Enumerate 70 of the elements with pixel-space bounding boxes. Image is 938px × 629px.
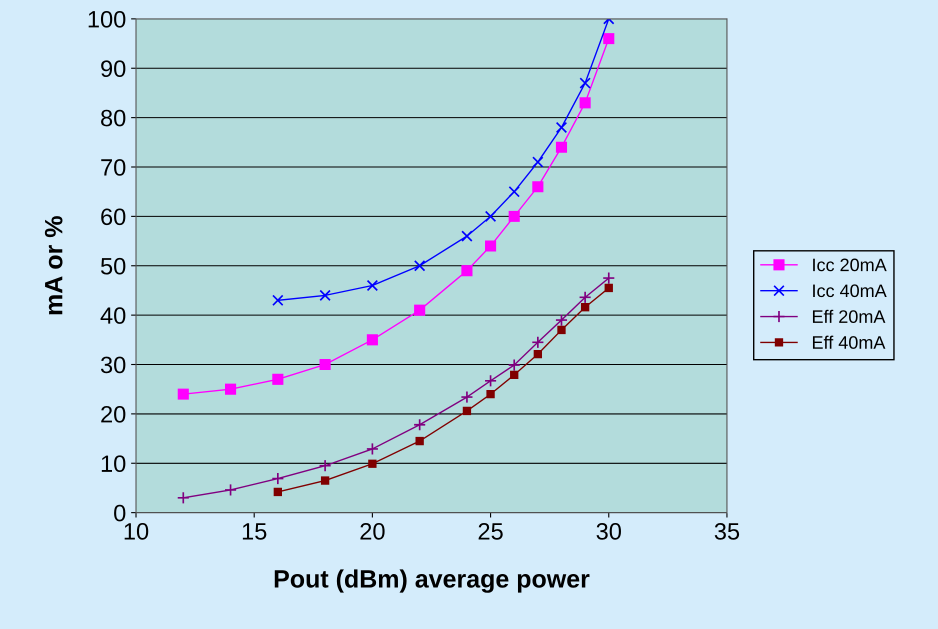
point [274,488,282,496]
y-tick-label: 10 [102,455,126,472]
point [510,370,518,380]
y-tick-label: 0 [114,504,126,522]
point [580,303,590,312]
point [461,230,473,242]
point [579,77,591,89]
legend-label: Icc 20mA [813,258,887,272]
point [532,181,544,192]
point [272,374,284,385]
point [484,210,496,222]
point [555,314,568,326]
x-tick-label: 10 [124,522,148,540]
point [462,406,472,416]
point [531,336,544,349]
y-axis-title: mA or % [44,216,63,314]
point [603,33,614,44]
point [414,304,426,316]
y-tick-label: 40 [100,307,126,324]
point [578,290,592,304]
x-tick-label: 30 [596,522,621,540]
point [318,459,332,472]
y-tick-label: 20 [101,406,126,423]
point [178,388,189,400]
point [366,280,378,292]
x-tick-label: 15 [242,523,266,540]
point [224,484,237,496]
point [319,290,331,302]
point [272,294,284,306]
point [366,442,379,456]
point [320,476,330,485]
point [580,97,591,108]
legend-label: Eff 20mA [812,310,886,324]
point [556,142,568,153]
point [225,384,236,395]
point [602,272,616,284]
point [534,350,542,358]
legend-label: Eff 40mA [812,336,886,349]
point [460,390,474,404]
y-tick-label: 30 [100,356,126,374]
x-axis-title: Pout (dBm) average power [274,569,590,593]
point [557,326,566,334]
y-tick-label: 70 [101,159,126,176]
point [484,374,497,388]
point [508,358,521,372]
point [414,260,426,272]
point [486,390,495,398]
point [366,334,378,346]
point [413,418,426,432]
y-tick-label: 90 [101,60,126,78]
point [532,156,544,168]
x-tick-label: 20 [360,522,385,540]
y-tick-label: 80 [101,110,126,126]
x-tick-label: 25 [478,522,503,540]
point [556,122,568,134]
point [368,460,377,468]
y-tick-label: 60 [101,208,126,226]
point [271,472,284,485]
point [485,240,496,252]
x-tick-label: 35 [714,522,740,540]
y-tick-label: 50 [100,258,126,275]
point [508,210,520,222]
point [461,265,472,276]
point [176,491,190,504]
point [604,284,613,292]
legend-label: Icc 40mA [813,284,887,298]
point [508,186,520,198]
y-tick-label: 100 [88,10,126,28]
point [415,436,424,446]
point [320,358,331,370]
